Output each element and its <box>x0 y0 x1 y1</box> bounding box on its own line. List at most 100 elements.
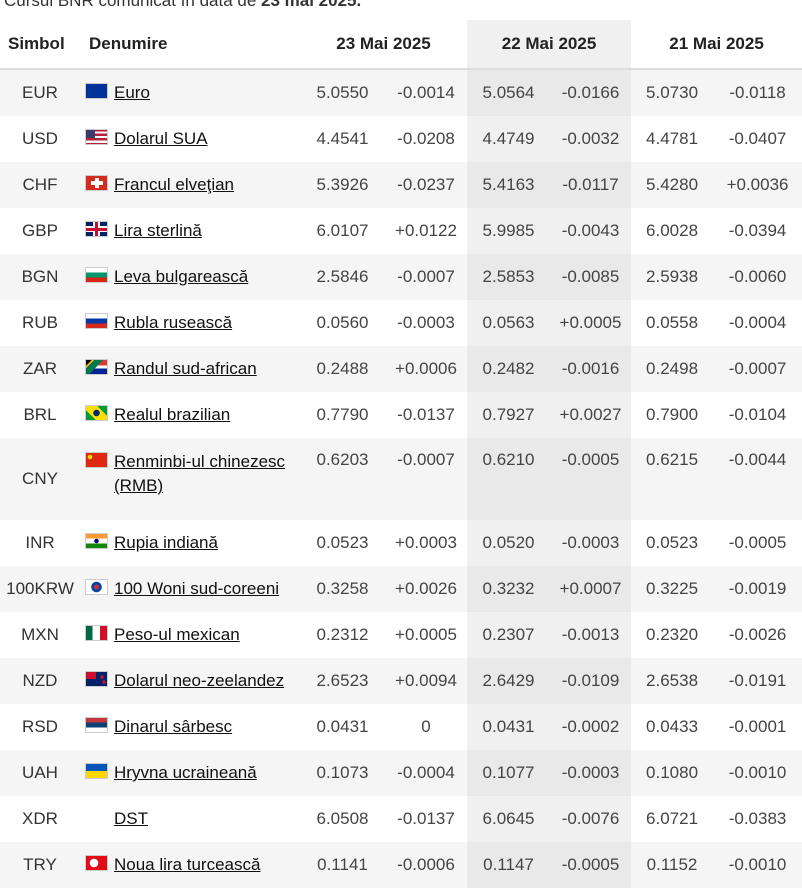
flag <box>85 763 108 779</box>
change: -0.0026 <box>728 625 787 644</box>
change: -0.0007 <box>385 438 468 520</box>
symbol: XDR <box>22 809 58 828</box>
rate: 0.0560 <box>316 313 369 332</box>
currency-row: EUR Euro 5.0550 -0.0014 5.0564 -0.0166 5.0730-… <box>0 69 802 116</box>
symbol: INR <box>25 533 55 552</box>
name-cell: Realul brazilian <box>80 392 300 438</box>
rate: 0.1147 <box>467 842 551 888</box>
currency-row: UAH Hryvna ucraineană 0.1073 -0.0004 0.1077-… <box>0 750 802 796</box>
date-header: 21 Mai 2025 <box>631 20 802 70</box>
name-cell: Peso-ul mexican <box>80 612 300 658</box>
currency-link[interactable]: Dolarul neo-zeelandez <box>114 671 285 690</box>
name-wrap: Euro <box>85 81 300 105</box>
currency-link[interactable]: Euro <box>114 83 150 102</box>
name-wrap: Dinarul sârbesc <box>85 715 300 739</box>
rates-table: Simbol Denumire 23 Mai 2025 22 Mai 2025 … <box>0 20 802 888</box>
flag <box>85 533 108 549</box>
rate: 0.0520 <box>467 520 551 566</box>
change: -0.0004 <box>385 750 468 796</box>
rate: 5.0550 <box>300 69 385 116</box>
name-cell: Lira sterlină <box>80 208 300 254</box>
currency-link[interactable]: Realul brazilian <box>114 405 231 424</box>
currency-link[interactable]: Renminbi-ul chinezesc (RMB) <box>114 452 286 495</box>
name-wrap: Randul sud-african <box>85 357 300 381</box>
currency-row: BGN Leva bulgarească 2.5846 -0.0007 2.5853 -0… <box>0 254 802 300</box>
currency-link[interactable]: Hryvna ucraineană <box>114 763 257 782</box>
symbol: BRL <box>23 405 57 424</box>
change: -0.0016 <box>550 346 632 392</box>
currency-link[interactable]: DST <box>114 809 148 828</box>
currency-link[interactable]: Lira sterlină <box>114 221 202 240</box>
rate: 4.4749 <box>467 116 551 162</box>
symbol: TRY <box>0 842 80 888</box>
symbol: 100KRW <box>0 566 80 612</box>
change: -0.0137 <box>397 809 455 828</box>
name-wrap: Lira sterlină <box>85 219 300 243</box>
flag <box>85 83 108 99</box>
change: -0.0010 <box>713 750 802 796</box>
currency-link[interactable]: Rupia indiană <box>114 533 218 552</box>
name-cell: Euro <box>80 69 300 116</box>
change: +0.0003 <box>395 533 457 552</box>
change: -0.0117 <box>550 162 632 208</box>
currency-row: USD Dolarul SUA 4.4541 -0.0208 4.4749 -0.0032… <box>0 116 802 162</box>
change: -0.0003 <box>550 520 632 566</box>
rate: 6.0107 <box>316 221 369 240</box>
rate: 6.0721 <box>646 809 699 828</box>
rate: 0.1152 <box>631 842 714 888</box>
currency-link[interactable]: Leva bulgarească <box>114 267 249 286</box>
currency-row: INR Rupia indiană 0.0523 +0.0003 0.0520 -0.00… <box>0 520 802 566</box>
change: +0.0027 <box>550 392 632 438</box>
symbol: NZD <box>0 658 80 704</box>
change: -0.0013 <box>550 612 632 658</box>
currency-link[interactable]: Francul elveţian <box>114 175 235 194</box>
table-head: Simbol Denumire 23 Mai 2025 22 Mai 2025 … <box>0 20 802 70</box>
currency-link[interactable]: Peso-ul mexican <box>114 625 240 644</box>
currency-link[interactable]: Noua lira turcească <box>114 855 261 874</box>
change: -0.0060 <box>713 254 802 300</box>
change: -0.0383 <box>728 809 787 828</box>
change: -0.0032 <box>550 116 632 162</box>
symbol: ZAR <box>0 346 80 392</box>
currency-row: XDR DST 6.0508 -0.0137 6.0645 -0.0076 6.0721 -0… <box>0 796 802 842</box>
rate: 5.3926 <box>300 162 385 208</box>
change: -0.0002 <box>550 704 632 750</box>
change: -0.0005 <box>550 842 632 888</box>
change: -0.0137 <box>397 405 455 424</box>
change: -0.0394 <box>728 221 787 240</box>
header-row: Simbol Denumire 23 Mai 2025 22 Mai 2025 … <box>0 20 802 70</box>
rate: 0.3232 <box>467 566 551 612</box>
rate: 4.4541 <box>316 129 369 148</box>
name-cell: Hryvna ucraineană <box>80 750 300 796</box>
symbol: GBP <box>22 221 58 240</box>
change: -0.0014 <box>385 69 468 116</box>
change: -0.0208 <box>397 129 455 148</box>
change: -0.0005 <box>550 438 632 520</box>
rate: 4.4781 <box>646 129 699 148</box>
rate: 2.6429 <box>467 658 551 704</box>
change: -0.0118 <box>713 69 802 116</box>
change: -0.0004 <box>728 313 787 332</box>
name-cell: Rupia indiană <box>80 520 300 566</box>
currency-link[interactable]: Rubla rusească <box>114 313 233 332</box>
currency-link[interactable]: Dinarul sârbesc <box>114 717 233 736</box>
rate: 0.2307 <box>467 612 551 658</box>
change: -0.0191 <box>713 658 802 704</box>
currency-link[interactable]: Randul sud-african <box>114 359 257 378</box>
flag <box>85 267 108 283</box>
flag <box>85 221 108 237</box>
rate: 0.2482 <box>467 346 551 392</box>
flag <box>85 625 108 641</box>
change: +0.0006 <box>385 346 468 392</box>
rate: 0.1080 <box>631 750 714 796</box>
name-wrap: 100 Woni sud-coreeni <box>85 577 300 601</box>
currency-link[interactable]: 100 Woni sud-coreeni <box>114 579 280 598</box>
change: -0.0005 <box>728 533 787 552</box>
table-body: EUR Euro 5.0550 -0.0014 5.0564 -0.0166 5.0730-… <box>0 69 802 888</box>
rate: 2.5846 <box>300 254 385 300</box>
caption-prefix: Cursul BNR comunicat în data de <box>4 0 262 10</box>
currency-link[interactable]: Dolarul SUA <box>114 129 208 148</box>
rate: 0.3258 <box>300 566 385 612</box>
change: -0.0007 <box>713 346 802 392</box>
rate: 0.2488 <box>300 346 385 392</box>
